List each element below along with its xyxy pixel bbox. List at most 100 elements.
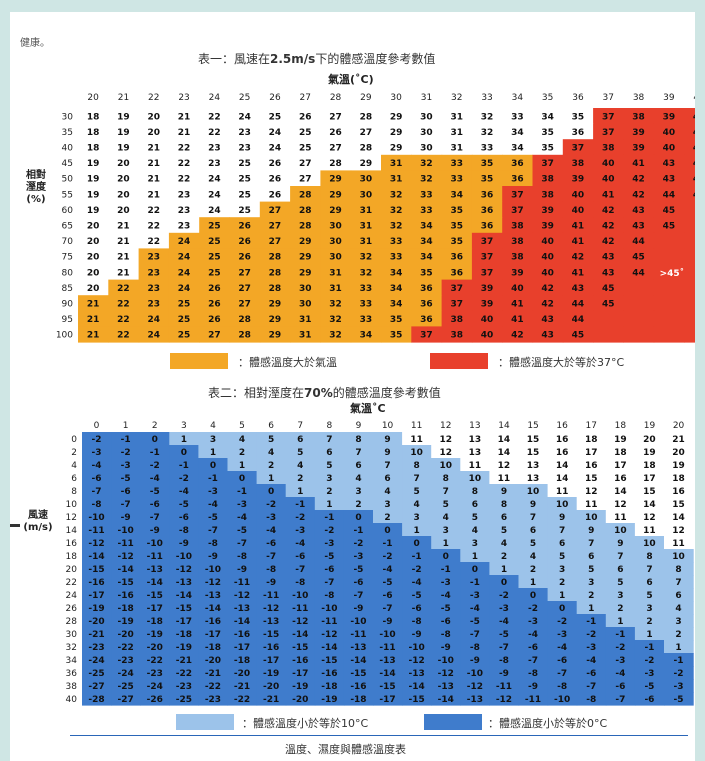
table-cell	[259, 248, 291, 265]
table-cell	[532, 248, 564, 265]
cell-value: 27	[299, 175, 312, 185]
column-label: 1	[123, 421, 129, 431]
table-cell	[199, 154, 231, 171]
table-cell	[441, 264, 473, 281]
table-cell	[314, 588, 345, 602]
cell-value: 4	[472, 526, 478, 536]
cell-value: 34	[360, 331, 373, 341]
cell-value: 28	[299, 206, 312, 216]
row-label: 4	[71, 461, 77, 471]
cell-value: -6	[557, 656, 567, 666]
cell-value: -19	[263, 669, 279, 679]
cell-value: 26	[208, 284, 221, 294]
table-cell	[285, 432, 316, 446]
cell-value: 7	[530, 513, 536, 523]
table-cell	[78, 264, 109, 281]
cell-value: 38	[632, 112, 645, 122]
cell-value: 11	[410, 435, 423, 445]
table-cell	[593, 108, 624, 125]
cell-value: 11	[643, 526, 656, 536]
cell-value: -10	[409, 643, 425, 653]
cell-value: 0	[501, 578, 507, 588]
cell-value: 32	[329, 300, 342, 310]
table-cell	[502, 248, 534, 265]
table-cell	[111, 549, 141, 563]
cell-value: 36	[572, 128, 585, 138]
cell-value: 8	[501, 500, 507, 510]
table-cell	[489, 601, 520, 615]
cell-value: 36	[450, 253, 463, 263]
cell-value: -3	[295, 526, 305, 536]
table-cell	[532, 326, 564, 343]
table-cell	[82, 575, 112, 589]
table-cell	[140, 627, 170, 641]
cell-value: -13	[409, 669, 425, 679]
row-label: 50	[62, 175, 74, 185]
cell-value: -11	[525, 695, 541, 705]
table-cell	[471, 232, 503, 249]
cell-value: 37	[511, 190, 524, 200]
intro-text: 健康。	[20, 38, 50, 49]
cell-value: -10	[379, 630, 395, 640]
table-cell	[229, 217, 261, 234]
table2-title-pre: 表二：相對溼度在	[208, 386, 305, 400]
table-cell	[471, 295, 503, 312]
cell-value: -14	[234, 617, 250, 627]
table-cell	[343, 536, 374, 550]
cell-value: -11	[263, 591, 279, 601]
table-cell	[199, 326, 231, 343]
cell-value: 25	[208, 253, 221, 263]
table-cell	[256, 679, 287, 693]
cell-value: 5	[472, 513, 478, 523]
table-cell	[140, 549, 170, 563]
cell-value: 5	[501, 526, 507, 536]
cell-value: 4	[443, 513, 449, 523]
table-cell	[593, 264, 624, 281]
cell-value: 9	[530, 500, 536, 510]
table-cell	[605, 588, 636, 602]
table-cell	[373, 484, 403, 498]
cell-value: 1	[472, 552, 478, 562]
table-cell	[460, 536, 490, 550]
cell-value: 10	[469, 474, 482, 484]
table-cell	[653, 123, 685, 140]
table-cell	[373, 549, 403, 563]
cell-value: -5	[499, 630, 509, 640]
table-cell	[199, 217, 231, 234]
table-cell	[285, 614, 316, 628]
table-cell	[411, 186, 443, 203]
column-label: 18	[615, 421, 627, 431]
table-cell	[227, 549, 258, 563]
table-cell	[373, 523, 403, 537]
cell-value: 35	[572, 112, 585, 122]
cell-value: 3	[443, 526, 449, 536]
cell-value: 20	[87, 284, 100, 294]
cell-value: 23	[147, 300, 160, 310]
cell-value: 38	[450, 331, 463, 341]
cell-value: -9	[179, 539, 189, 549]
cell-value: 27	[269, 206, 282, 216]
table-cell	[138, 170, 170, 187]
cell-value: 12	[439, 435, 452, 445]
cell-value: -14	[438, 695, 454, 705]
cell-value: 13	[469, 435, 482, 445]
cell-value: 31	[299, 331, 312, 341]
table-cell	[259, 217, 291, 234]
table-cell	[489, 458, 520, 472]
table-cell	[259, 186, 291, 203]
cell-value: -3	[353, 552, 363, 562]
table-cell	[259, 170, 291, 187]
cell-value: 36	[481, 222, 494, 232]
table-cell	[314, 640, 345, 654]
cell-value: 19	[87, 190, 100, 200]
table-cell	[562, 279, 594, 296]
table-cell	[653, 232, 685, 249]
cell-value: -2	[353, 539, 363, 549]
table-cell	[518, 445, 549, 459]
cell-value: -19	[118, 617, 134, 627]
table-cell	[431, 614, 461, 628]
table-cell	[373, 601, 403, 615]
cell-value: -18	[147, 617, 163, 627]
table-cell	[199, 279, 231, 296]
table-cell	[623, 108, 655, 125]
